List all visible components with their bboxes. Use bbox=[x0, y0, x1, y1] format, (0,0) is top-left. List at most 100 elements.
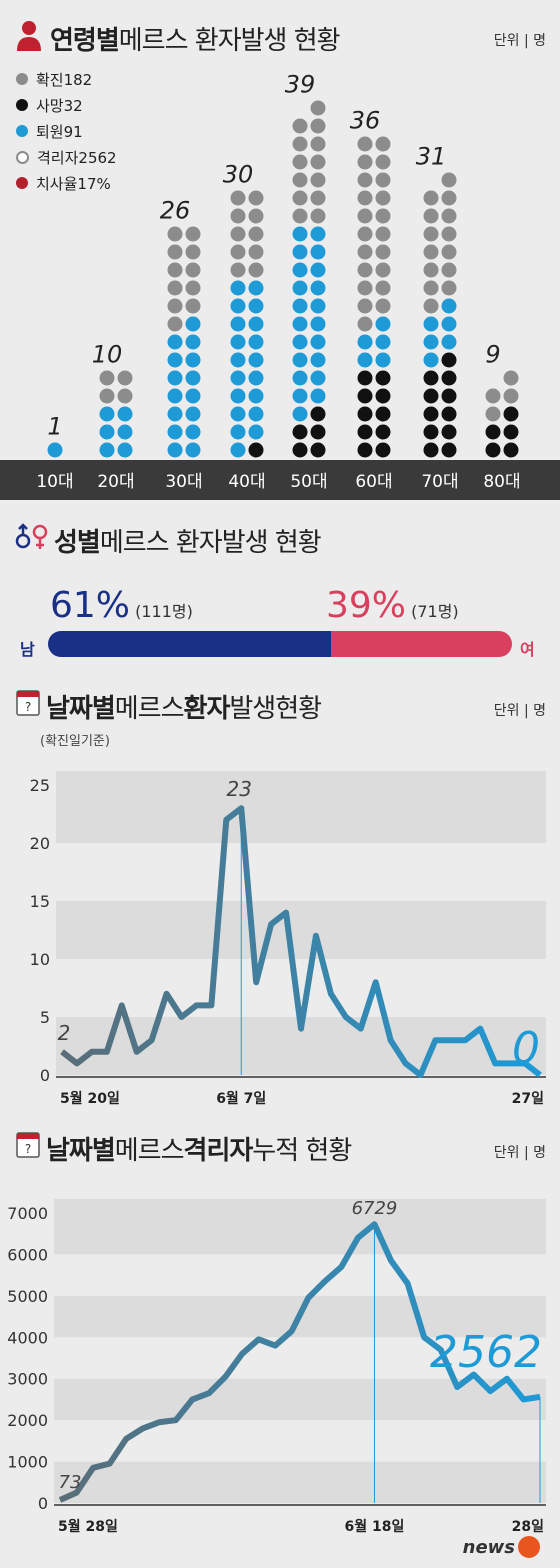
age-value-label: 9 bbox=[485, 341, 500, 369]
patient-dot bbox=[423, 352, 439, 368]
x-axis-label: 27일 bbox=[512, 1091, 544, 1107]
patient-dot bbox=[375, 154, 391, 170]
patient-dot bbox=[248, 190, 264, 206]
male-bar bbox=[48, 631, 332, 657]
patient-dot bbox=[485, 442, 501, 458]
gray-dot-icon bbox=[16, 73, 28, 85]
patient-dot bbox=[423, 208, 439, 224]
grid-band bbox=[54, 1461, 546, 1503]
y-tick-label: 5000 bbox=[7, 1287, 48, 1306]
age-value-label: 36 bbox=[350, 107, 381, 135]
patient-dot bbox=[310, 442, 326, 458]
patient-dot bbox=[503, 406, 519, 422]
patient-dot bbox=[117, 388, 133, 404]
unit-label: 단위 | 명 bbox=[493, 703, 546, 719]
patient-dot bbox=[375, 226, 391, 242]
patient-dot bbox=[117, 424, 133, 440]
patient-dot bbox=[185, 370, 201, 386]
male-count: (111명) bbox=[135, 602, 193, 621]
y-tick-label: 6000 bbox=[7, 1245, 48, 1264]
patient-dot bbox=[423, 334, 439, 350]
basis-label: (확진일기준) bbox=[40, 734, 110, 749]
patient-dot bbox=[117, 406, 133, 422]
patient-dot bbox=[423, 442, 439, 458]
svg-text:?: ? bbox=[25, 700, 31, 714]
patient-dot bbox=[441, 172, 457, 188]
patient-dot bbox=[185, 244, 201, 260]
patient-dot bbox=[375, 406, 391, 422]
patient-dot bbox=[292, 316, 308, 332]
patient-dot bbox=[375, 334, 391, 350]
age-category-label: 50대 bbox=[290, 472, 327, 492]
patient-dot bbox=[292, 280, 308, 296]
patient-dot bbox=[441, 424, 457, 440]
isolation-chart: 0 1000 2000 3000 4000 5000 6000 7000 73 6729 2562 5… bbox=[7, 1198, 546, 1535]
patient-dot bbox=[375, 298, 391, 314]
age-category-label: 60대 bbox=[355, 472, 392, 492]
patient-dot bbox=[357, 406, 373, 422]
female-count: (71명) bbox=[411, 602, 459, 621]
patient-dot bbox=[310, 370, 326, 386]
age-value-label: 30 bbox=[223, 161, 254, 189]
patient-dot bbox=[423, 370, 439, 386]
gender-bar bbox=[48, 631, 512, 657]
isolation-section-title: 날짜별메르스격리자누적 현황 bbox=[46, 1136, 352, 1166]
daily-cases-chart: 0 5 10 15 20 25 2 23 0 5월 20일 6월 7일 27일 bbox=[30, 771, 546, 1107]
patient-dot bbox=[292, 388, 308, 404]
patient-dot bbox=[99, 424, 115, 440]
patient-dot bbox=[99, 388, 115, 404]
calendar-icon: ? bbox=[16, 688, 40, 716]
age-category-label: 30대 bbox=[165, 472, 202, 492]
patient-dot bbox=[292, 406, 308, 422]
patient-dot bbox=[310, 316, 326, 332]
patient-dot bbox=[230, 190, 246, 206]
patient-dot bbox=[167, 388, 183, 404]
patient-dot bbox=[441, 442, 457, 458]
patient-dot bbox=[167, 406, 183, 422]
patient-dot bbox=[423, 388, 439, 404]
patient-dot bbox=[167, 424, 183, 440]
grid-band bbox=[54, 1378, 546, 1421]
patient-dot bbox=[185, 280, 201, 296]
y-tick-label: 7000 bbox=[7, 1204, 48, 1223]
patient-dot bbox=[310, 334, 326, 350]
patient-dot bbox=[167, 244, 183, 260]
patient-dot bbox=[375, 244, 391, 260]
series-line bbox=[58, 1221, 541, 1503]
daily-cases-section-title: 날짜별메르스환자발생현황 bbox=[46, 694, 322, 724]
age-category-label: 20대 bbox=[97, 472, 134, 492]
patient-dot bbox=[230, 298, 246, 314]
male-label: 남 bbox=[20, 640, 35, 659]
y-tick-label: 4000 bbox=[7, 1328, 48, 1347]
point-annotation: 73 bbox=[59, 1472, 82, 1493]
patient-dot bbox=[248, 226, 264, 242]
patient-dot bbox=[357, 244, 373, 260]
patient-dot bbox=[167, 226, 183, 242]
patient-dot bbox=[503, 442, 519, 458]
patient-dot bbox=[375, 388, 391, 404]
grid-band bbox=[56, 771, 546, 785]
patient-dot bbox=[230, 424, 246, 440]
patient-dot bbox=[375, 370, 391, 386]
patient-dot bbox=[117, 442, 133, 458]
patient-dot bbox=[423, 298, 439, 314]
patient-dot bbox=[99, 406, 115, 422]
patient-dot bbox=[375, 424, 391, 440]
patient-dot bbox=[185, 262, 201, 278]
patient-dot bbox=[47, 442, 63, 458]
patient-dot bbox=[292, 244, 308, 260]
svg-text:?: ? bbox=[25, 1142, 31, 1156]
patient-dot bbox=[503, 388, 519, 404]
patient-dot bbox=[375, 316, 391, 332]
grid-band bbox=[56, 785, 546, 843]
patient-dot bbox=[230, 226, 246, 242]
patient-dot bbox=[185, 298, 201, 314]
age-axis-band bbox=[0, 460, 560, 500]
patient-dot bbox=[310, 280, 326, 296]
patient-dot bbox=[292, 334, 308, 350]
patient-dot bbox=[99, 442, 115, 458]
logo-badge-icon bbox=[518, 1536, 540, 1558]
patient-dot bbox=[485, 406, 501, 422]
patient-dot bbox=[357, 352, 373, 368]
patient-dot bbox=[375, 262, 391, 278]
